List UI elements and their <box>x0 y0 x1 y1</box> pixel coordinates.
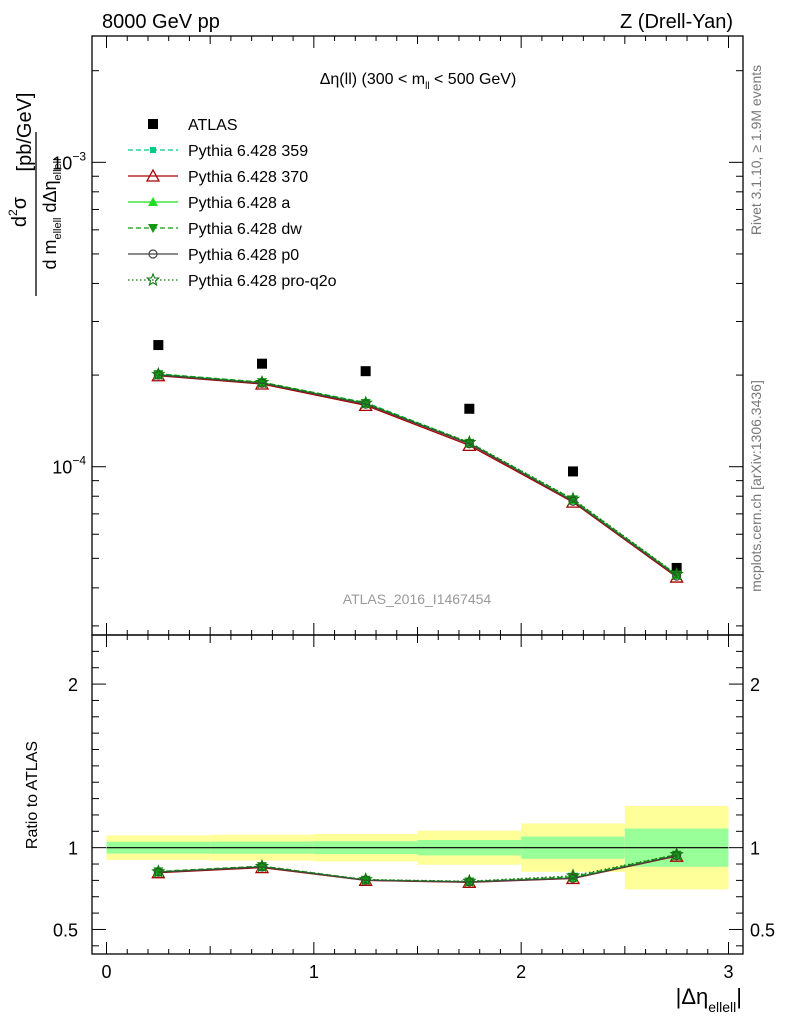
main-point-pythia-6-428-pro-q2o-0 <box>151 366 166 381</box>
ratio-axis-ticks: 0 1 2 3 0.5 0.5 1 1 2 2 <box>53 635 775 982</box>
main-line-pythia-6-428-a <box>158 373 678 576</box>
main-point-pythia-6-428-p0-4 <box>568 496 578 506</box>
legend-marker-pythia-6-428-359 <box>150 147 156 153</box>
main-point-pythia-6-428-pro-q2o-5 <box>669 566 684 581</box>
ratio-point-pythia-6-428-p0-1 <box>257 862 267 872</box>
ratio-xlabel: |Δηellell| <box>676 984 742 1015</box>
main-point-pythia-6-428-pro-q2o-3 <box>462 434 477 449</box>
ratio-uncertainty-bands <box>106 805 729 890</box>
legend-marker-pythia-6-428-dw <box>148 224 158 233</box>
main-panel: 10−4 10−3 Δη(ll) (300 < mll < 500 GeV) AT… <box>52 35 744 636</box>
main-ylabel-unit: [pb/GeV] <box>14 93 36 172</box>
main-series-pythia-6-428-dw <box>153 370 682 580</box>
main-point-atlas-0 <box>153 340 164 351</box>
ratio-x-tick-label-1: 1 <box>309 962 319 982</box>
legend-entry-atlas: ATLAS <box>148 117 238 134</box>
ratio-x-tick-label-0: 0 <box>102 962 112 982</box>
rivet-version-label: Rivet 3.1.10, ≥ 1.9M events <box>748 65 764 235</box>
ratio-x-tick-label-2: 2 <box>516 962 526 982</box>
legend-label-atlas: ATLAS <box>188 117 238 134</box>
main-point-pythia-6-428-pro-q2o-2 <box>358 395 373 410</box>
analysis-watermark: ATLAS_2016_I1467454 <box>343 591 492 607</box>
ratio-point-pythia-6-428-p0-0 <box>153 867 163 877</box>
main-series-pythia-6-428-p0 <box>153 370 682 581</box>
legend-label-pythia-6-428-a: Pythia 6.428 a <box>188 195 290 212</box>
svg-text:d mellell dΔηellell: d mellell dΔηellell <box>40 158 64 269</box>
main-point-atlas-3 <box>464 403 475 414</box>
main-series-pythia-6-428-pro-q2o <box>151 366 684 581</box>
ratio-point-pythia-6-428-pro-q2o-0 <box>151 864 166 878</box>
main-point-pythia-6-428-pro-q2o-4 <box>565 491 581 506</box>
main-point-pythia-6-428-p0-2 <box>361 399 371 409</box>
legend-entry-pythia-6-428-p0: Pythia 6.428 p0 <box>128 247 299 264</box>
legend-label-pythia-6-428-370: Pythia 6.428 370 <box>188 169 308 186</box>
main-ylabel-denominator: d mellell dΔηellell <box>40 158 64 269</box>
main-y-tick-label-1: 10−3 <box>52 149 86 173</box>
legend-entry-pythia-6-428-pro-q2o: Pythia 6.428 pro-q2o <box>128 272 337 290</box>
main-title: Δη(ll) (300 < mll < 500 GeV) <box>320 71 517 92</box>
ratio-ylabel: Ratio to ATLAS <box>24 741 41 849</box>
ratio-series-pythia-6-428-p0 <box>153 851 682 887</box>
ratio-point-pythia-6-428-p0-4 <box>568 873 578 883</box>
main-ylabel: [pb/GeV] d2σ d mellell dΔηellell <box>6 93 64 296</box>
ratio-y-tick-label-right-1: 1 <box>750 839 760 859</box>
main-point-atlas-2 <box>360 366 371 377</box>
main-axis-ticks: 10−4 10−3 <box>52 36 743 635</box>
ratio-y-tick-label-left-0: 0.5 <box>53 920 78 940</box>
ratio-point-pythia-6-428-pro-q2o-3 <box>462 873 477 888</box>
main-line-pythia-6-428-370 <box>158 375 678 578</box>
main-series-pythia-6-428-a <box>153 369 682 579</box>
ratio-panel: 0 1 2 3 0.5 0.5 1 1 2 2 <box>53 634 775 982</box>
legend-marker-pythia-6-428-a <box>148 197 158 206</box>
ratio-point-pythia-6-428-pro-q2o-4 <box>565 868 581 882</box>
header-right: Z (Drell-Yan) <box>620 11 733 33</box>
main-point-pythia-6-428-pro-q2o-1 <box>254 374 270 389</box>
ratio-x-tick-label-3: 3 <box>723 962 733 982</box>
legend-marker-atlas <box>148 119 158 129</box>
legend-label-pythia-6-428-pro-q2o: Pythia 6.428 pro-q2o <box>188 273 337 290</box>
ratio-point-pythia-6-428-pro-q2o-5 <box>669 847 684 861</box>
legend-label-pythia-6-428-p0: Pythia 6.428 p0 <box>188 247 299 264</box>
main-line-pythia-6-428-dw <box>158 373 678 576</box>
ratio-y-tick-label-right-0: 0.5 <box>750 920 775 940</box>
ratio-point-pythia-6-428-pro-q2o-1 <box>254 858 270 873</box>
ratio-line-pythia-6-428-p0 <box>158 855 677 883</box>
main-ylabel-numerator: d2σ <box>6 196 31 227</box>
main-point-pythia-6-428-p0-3 <box>464 439 474 449</box>
main-line-pythia-6-428-p0 <box>158 374 678 577</box>
ratio-y-tick-label-left-2: 2 <box>68 675 78 695</box>
legend-entry-pythia-6-428-359: Pythia 6.428 359 <box>128 143 308 160</box>
legend-label-pythia-6-428-359: Pythia 6.428 359 <box>188 143 308 160</box>
main-point-atlas-4 <box>567 466 578 477</box>
legend: ATLAS Pythia 6.428 359 Pythia 6.428 370 Pyt… <box>128 117 337 290</box>
legend-marker-pythia-6-428-p0 <box>148 249 158 259</box>
ratio-series-pythia-6-428-pro-q2o <box>151 847 684 888</box>
ratio-point-pythia-6-428-p0-3 <box>464 877 474 887</box>
main-line-pythia-6-428-pro-q2o <box>158 373 678 575</box>
ratio-frame <box>91 634 744 955</box>
main-y-tick-label-0: 10−4 <box>52 454 86 478</box>
main-series-pythia-6-428-359 <box>155 370 680 579</box>
ratio-y-tick-label-left-1: 1 <box>68 839 78 859</box>
legend-entry-pythia-6-428-a: Pythia 6.428 a <box>128 195 290 212</box>
legend-entry-pythia-6-428-dw: Pythia 6.428 dw <box>128 221 302 238</box>
main-point-pythia-6-428-p0-5 <box>672 571 682 581</box>
main-series-atlas <box>153 340 682 573</box>
legend-marker-pythia-6-428-370 <box>145 168 161 182</box>
main-series-layer <box>151 340 684 583</box>
legend-label-pythia-6-428-dw: Pythia 6.428 dw <box>188 221 302 238</box>
ratio-y-tick-label-right-2: 2 <box>750 675 760 695</box>
mcplots-label: mcplots.cern.ch [arXiv:1306.3436] <box>748 380 764 592</box>
legend-marker-pythia-6-428-pro-q2o <box>145 272 161 287</box>
ratio-line-pythia-6-428-pro-q2o <box>158 853 677 882</box>
main-series-pythia-6-428-370 <box>151 368 684 583</box>
ratio-point-pythia-6-428-pro-q2o-2 <box>358 872 373 886</box>
legend-entry-pythia-6-428-370: Pythia 6.428 370 <box>128 168 308 186</box>
ratio-series-layer <box>151 847 684 888</box>
svg-text:d2σ: d2σ <box>6 196 31 227</box>
header-left: 8000 GeV pp <box>102 11 220 33</box>
main-line-pythia-6-428-359 <box>158 373 678 576</box>
main-point-atlas-1 <box>257 358 268 369</box>
